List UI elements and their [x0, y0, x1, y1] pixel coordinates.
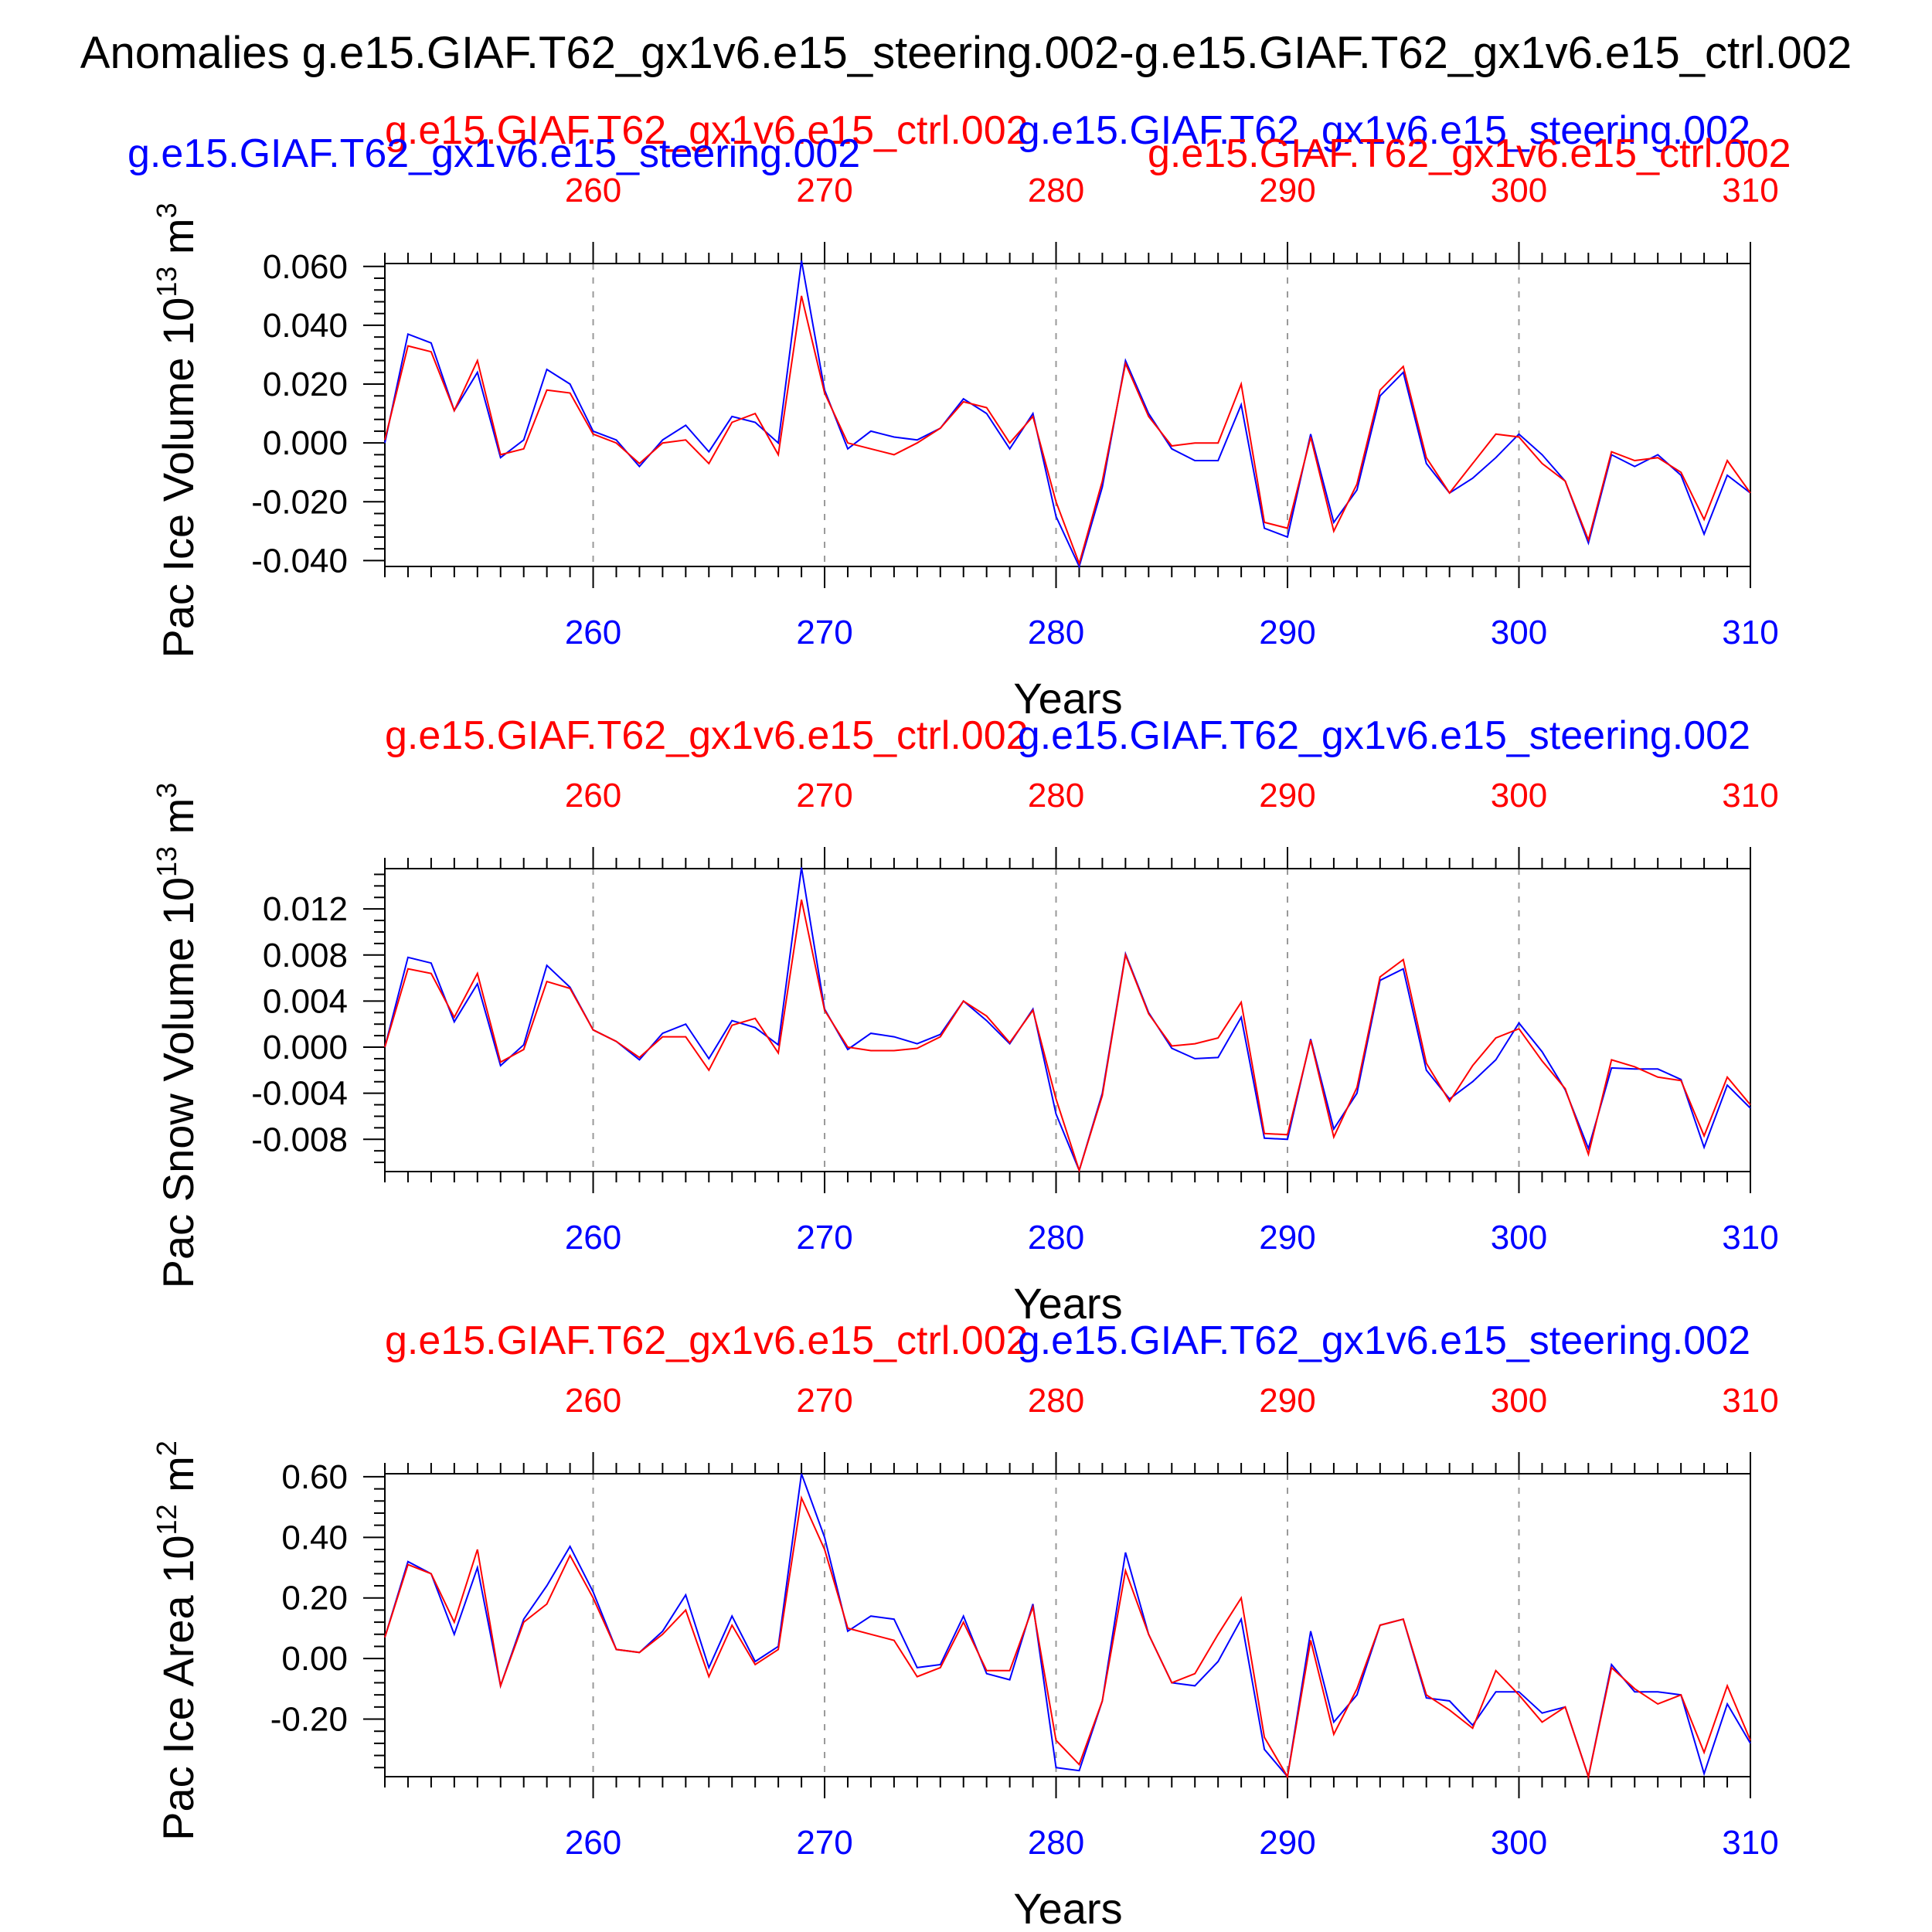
x-tick-label-top: 280: [1028, 172, 1084, 209]
x-tick-label-top: 260: [565, 1382, 621, 1420]
ctrl-series-line: [384, 899, 1751, 1173]
y-tick-label: 0.040: [263, 307, 348, 345]
x-tick-label-top: 310: [1722, 1382, 1778, 1420]
chart-panel-1: g.e15.GIAF.T62_gx1v6.e15_ctrl.002g.e15.G…: [128, 108, 1791, 723]
ctrl-run-label: g.e15.GIAF.T62_gx1v6.e15_ctrl.002: [385, 713, 1029, 758]
plot-frame: [384, 1473, 1751, 1777]
y-tick-label: -0.20: [270, 1701, 348, 1739]
y-tick-label: 0.40: [281, 1519, 348, 1556]
x-tick-label-top: 290: [1259, 1382, 1315, 1420]
y-tick-label: 0.60: [281, 1458, 348, 1496]
x-tick-label-bottom: 280: [1028, 1219, 1084, 1257]
x-tick-label-top: 300: [1491, 777, 1547, 815]
x-tick-label-bottom: 260: [565, 1824, 621, 1862]
x-tick-label-bottom: 270: [796, 614, 852, 651]
x-tick-label-bottom: 260: [565, 1219, 621, 1257]
x-tick-label-bottom: 310: [1722, 1219, 1778, 1257]
x-axis-label: Years: [1013, 674, 1122, 723]
y-axis-label: Pac Ice Volume 1013 m3: [151, 202, 202, 658]
x-tick-label-top: 300: [1491, 1382, 1547, 1420]
y-tick-label: 0.020: [263, 366, 348, 403]
y-tick-label: 0.000: [263, 1029, 348, 1066]
x-tick-label-top: 280: [1028, 777, 1084, 815]
steering-series-line: [384, 260, 1751, 569]
x-tick-label-bottom: 280: [1028, 1824, 1084, 1862]
ctrl-series-line: [384, 1495, 1751, 1780]
x-tick-label-bottom: 300: [1491, 614, 1547, 651]
x-tick-label-top: 310: [1722, 172, 1778, 209]
x-tick-label-top: 270: [796, 1382, 852, 1420]
x-tick-label-top: 300: [1491, 172, 1547, 209]
ctrl-series-line: [384, 295, 1751, 566]
x-tick-label-bottom: 290: [1259, 1219, 1315, 1257]
ctrl-run-label-secondary: g.e15.GIAF.T62_gx1v6.e15_ctrl.002: [1148, 131, 1791, 176]
chart-title: Anomalies g.e15.GIAF.T62_gx1v6.e15_steer…: [80, 28, 1852, 78]
steering-run-label-secondary: g.e15.GIAF.T62_gx1v6.e15_steering.002: [128, 131, 860, 176]
steering-run-label: g.e15.GIAF.T62_gx1v6.e15_steering.002: [1018, 713, 1750, 758]
y-tick-label: 0.008: [263, 937, 348, 975]
y-axis-label: Pac Snow Volume 1013 m3: [151, 783, 202, 1289]
x-tick-label-top: 270: [796, 172, 852, 209]
x-tick-label-top: 260: [565, 777, 621, 815]
x-tick-label-bottom: 270: [796, 1824, 852, 1862]
x-tick-label-bottom: 300: [1491, 1219, 1547, 1257]
x-tick-label-top: 260: [565, 172, 621, 209]
y-tick-label: 0.00: [281, 1640, 348, 1678]
x-tick-label-bottom: 290: [1259, 1824, 1315, 1862]
y-tick-label: -0.020: [251, 483, 348, 521]
y-tick-label: 0.20: [281, 1580, 348, 1617]
x-tick-label-top: 290: [1259, 777, 1315, 815]
y-tick-label: 0.004: [263, 982, 348, 1020]
x-tick-label-top: 290: [1259, 172, 1315, 209]
y-tick-label: 0.000: [263, 424, 348, 462]
x-axis-label: Years: [1013, 1279, 1122, 1328]
y-tick-label: 0.012: [263, 890, 348, 928]
steering-run-label: g.e15.GIAF.T62_gx1v6.e15_steering.002: [1018, 1318, 1750, 1363]
chart-panel-3: g.e15.GIAF.T62_gx1v6.e15_ctrl.002g.e15.G…: [151, 1318, 1779, 1932]
plot-frame: [384, 263, 1751, 567]
plot-frame: [384, 868, 1751, 1172]
x-tick-label-bottom: 310: [1722, 614, 1778, 651]
chart-panel-2: g.e15.GIAF.T62_gx1v6.e15_ctrl.002g.e15.G…: [151, 713, 1779, 1328]
x-tick-label-bottom: 280: [1028, 614, 1084, 651]
y-tick-label: -0.008: [251, 1121, 348, 1158]
x-tick-label-bottom: 300: [1491, 1824, 1547, 1862]
x-tick-label-bottom: 270: [796, 1219, 852, 1257]
x-tick-label-bottom: 290: [1259, 614, 1315, 651]
y-axis-label: Pac Ice Area 1012 m2: [151, 1440, 202, 1841]
steering-series-line: [384, 1473, 1751, 1780]
x-tick-label-top: 270: [796, 777, 852, 815]
y-tick-label: 0.060: [263, 248, 348, 286]
x-axis-label: Years: [1013, 1884, 1122, 1932]
ctrl-run-label: g.e15.GIAF.T62_gx1v6.e15_ctrl.002: [385, 1318, 1029, 1363]
x-tick-label-bottom: 260: [565, 614, 621, 651]
x-tick-label-top: 280: [1028, 1382, 1084, 1420]
steering-run-label: g.e15.GIAF.T62_gx1v6.e15_steering.002: [1018, 108, 1750, 153]
steering-series-line: [384, 867, 1751, 1173]
ctrl-run-label: g.e15.GIAF.T62_gx1v6.e15_ctrl.002: [385, 108, 1029, 153]
y-tick-label: -0.004: [251, 1075, 348, 1113]
x-tick-label-bottom: 310: [1722, 1824, 1778, 1862]
x-tick-label-top: 310: [1722, 777, 1778, 815]
y-tick-label: -0.040: [251, 542, 348, 580]
